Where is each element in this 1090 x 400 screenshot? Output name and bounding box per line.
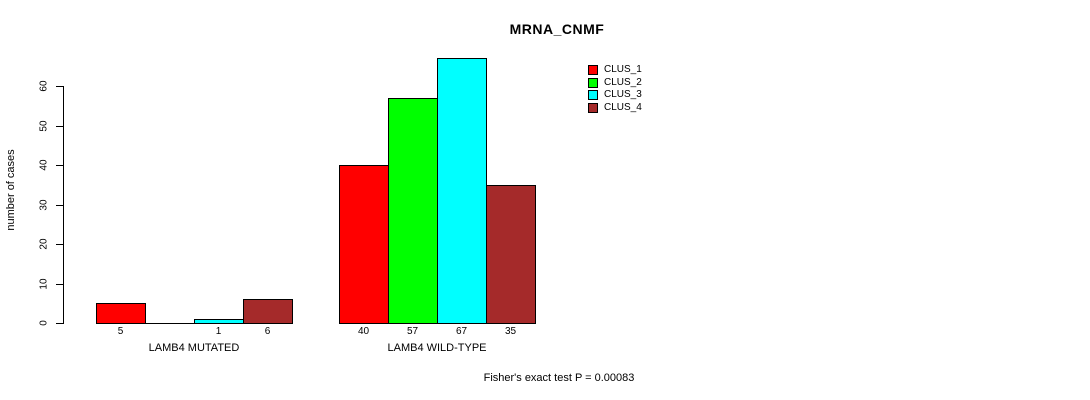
legend-label: CLUS_3 (604, 89, 642, 101)
legend: CLUS_1 CLUS_2 CLUS_3 CLUS_4 (588, 65, 642, 114)
legend-item: CLUS_4 (588, 102, 642, 114)
legend-item: CLUS_2 (588, 76, 642, 88)
bar-clus_4 (486, 185, 536, 324)
legend-label: CLUS_2 (604, 76, 642, 88)
bar-clus_1 (339, 165, 389, 324)
legend-swatch-icon (588, 77, 598, 88)
y-tick-label: 20 (38, 238, 50, 250)
y-tick-mark (56, 204, 63, 206)
bar-clus_4 (243, 299, 293, 324)
legend-swatch-icon (588, 90, 598, 101)
y-tick-mark (56, 283, 63, 285)
legend-swatch-icon (588, 103, 598, 114)
bar-count-label: 1 (215, 326, 222, 337)
bar-count-label: 35 (504, 326, 517, 337)
legend-label: CLUS_4 (604, 102, 642, 114)
y-tick-label: 60 (38, 80, 50, 92)
y-tick-mark (56, 86, 63, 87)
legend-label: CLUS_1 (604, 64, 642, 75)
y-axis-label: number of cases (5, 149, 17, 231)
bar-count-label: 67 (455, 326, 468, 337)
bar-count-label: 5 (117, 326, 124, 337)
bar-clus_3 (437, 58, 487, 324)
chart-title: MRNA_CNMF (509, 21, 605, 37)
y-tick-mark (56, 165, 63, 166)
legend-item: CLUS_1 (588, 65, 642, 75)
bar-count-label: 57 (406, 326, 419, 337)
bar-count-label: 40 (357, 326, 370, 337)
bar-count-label: 6 (264, 326, 271, 337)
bar-clus_2 (388, 98, 438, 324)
bar-clus_1 (96, 303, 146, 324)
y-tick-mark (56, 323, 63, 324)
y-tick-label: 0 (38, 320, 50, 326)
y-tick-label: 30 (38, 198, 50, 211)
y-tick-mark (56, 244, 63, 245)
y-tick-label: 40 (38, 159, 50, 171)
legend-swatch-icon (588, 65, 598, 75)
y-tick-label: 10 (38, 277, 50, 290)
y-tick-label: 50 (38, 119, 50, 132)
bar-clus_3 (194, 319, 244, 324)
y-axis-line (63, 86, 64, 324)
group-label: LAMB4 MUTATED (148, 342, 240, 354)
y-tick-mark (56, 125, 63, 127)
group-label: LAMB4 WILD-TYPE (387, 342, 487, 354)
fisher-test-annotation: Fisher's exact test P = 0.00083 (483, 372, 635, 384)
legend-item: CLUS_3 (588, 89, 642, 101)
